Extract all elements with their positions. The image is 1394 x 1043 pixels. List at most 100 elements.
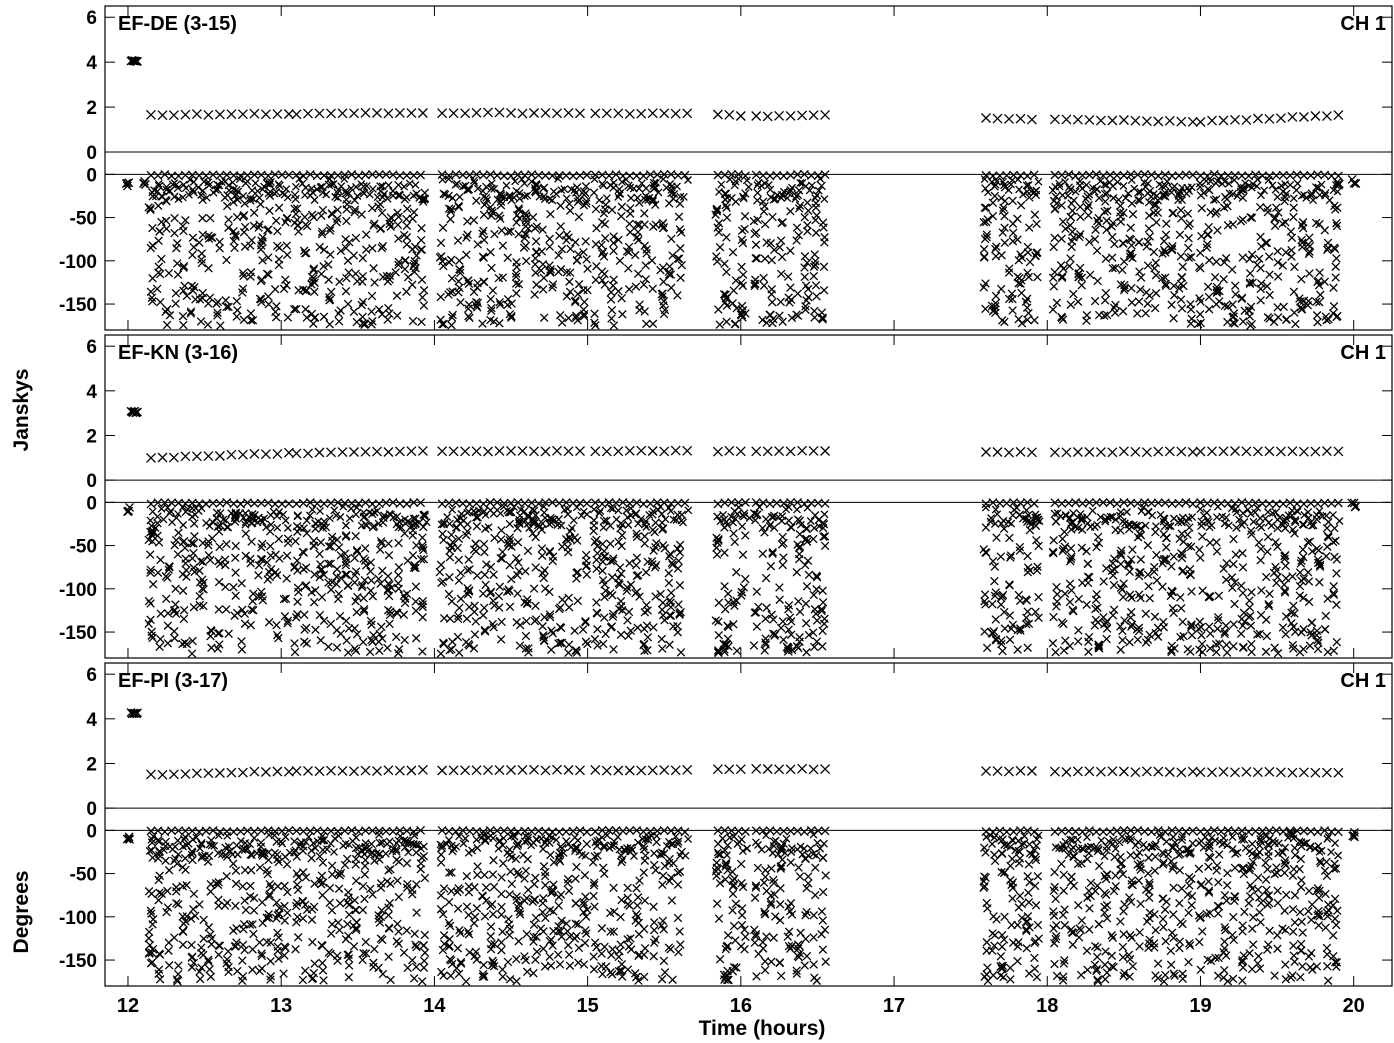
phase-point — [1144, 211, 1154, 220]
phase-point — [507, 195, 516, 205]
phase-point — [420, 195, 429, 204]
phase-point — [470, 178, 479, 187]
phase-point — [674, 212, 684, 221]
phase-point — [992, 242, 1001, 251]
phase-point — [728, 298, 737, 308]
amplitude-point — [506, 446, 516, 456]
phase-point — [1049, 282, 1059, 291]
phase-point — [463, 185, 472, 195]
phase-point — [714, 219, 724, 228]
phase-point — [482, 182, 491, 192]
phase-point — [165, 508, 175, 518]
phase-point — [1264, 499, 1274, 509]
phase-point — [539, 191, 549, 201]
phase-point — [513, 867, 522, 877]
phase-point — [1313, 317, 1322, 327]
phase-point — [479, 603, 489, 613]
phase-point — [793, 505, 801, 514]
phase-point — [335, 925, 344, 935]
amplitude-point — [1141, 447, 1152, 458]
amplitude-point — [494, 445, 505, 456]
phase-point — [548, 280, 558, 289]
phase-point — [557, 318, 567, 327]
phase-point — [1289, 194, 1298, 203]
phase-point — [563, 940, 573, 950]
phase-point — [1298, 218, 1308, 227]
phase-point — [469, 176, 478, 185]
phase-point — [658, 263, 668, 272]
amplitude-point — [751, 111, 762, 121]
phase-point — [1332, 600, 1341, 610]
phase-point — [403, 963, 412, 973]
phase-point — [712, 207, 722, 216]
phase-point — [1230, 319, 1239, 328]
amplitude-point — [483, 765, 493, 776]
phase-point — [1142, 242, 1151, 251]
phase-point — [640, 307, 649, 316]
amplitude-point — [797, 110, 808, 121]
phase-point — [248, 945, 257, 954]
phase-point — [204, 180, 214, 190]
phase-point — [453, 543, 462, 553]
amplitude-point — [1275, 113, 1286, 124]
phase-point — [240, 619, 250, 628]
phase-point — [1008, 306, 1017, 315]
phase-point — [664, 578, 674, 588]
phase-point — [1204, 592, 1214, 601]
phase-point — [1228, 220, 1238, 229]
phase-point — [714, 305, 723, 314]
phase-point — [1195, 545, 1204, 555]
phase-point — [291, 537, 300, 546]
phase-point — [283, 534, 293, 543]
phase-point — [720, 548, 729, 557]
phase-point — [408, 316, 418, 326]
phase-point — [194, 499, 204, 509]
phase-point — [489, 317, 499, 326]
phase-point — [241, 179, 250, 188]
phase-point — [374, 637, 383, 646]
phase-point — [293, 597, 302, 606]
phase-point — [357, 210, 366, 219]
phase-point — [410, 929, 419, 939]
phase-point — [161, 594, 171, 604]
phase-point — [521, 567, 530, 576]
phase-point — [1287, 245, 1296, 255]
phase-point — [173, 550, 183, 559]
phase-point — [256, 826, 266, 836]
phase-point — [545, 234, 554, 244]
phase-point — [197, 504, 206, 513]
phase-point — [1116, 559, 1126, 569]
phase-point — [231, 591, 240, 600]
phase-point — [609, 275, 618, 284]
phase-point — [498, 241, 508, 250]
phase-point — [504, 227, 513, 237]
phase-point — [190, 532, 199, 541]
phase-point — [639, 171, 648, 181]
amplitude-point — [682, 445, 693, 456]
phase-point — [1084, 170, 1094, 180]
phase-point — [1169, 281, 1179, 291]
baseline-title: EF-PI (3-17) — [118, 670, 228, 692]
phase-point — [738, 550, 748, 560]
amplitude-point — [992, 766, 1003, 777]
phase-point — [213, 311, 222, 320]
phase-point — [479, 210, 489, 220]
phase-point — [324, 642, 333, 652]
phase-point — [1203, 230, 1213, 239]
phase-point — [772, 170, 782, 180]
phase-point — [563, 509, 573, 519]
phase-point — [360, 319, 369, 328]
phase-point — [362, 182, 371, 191]
phase-point — [1088, 506, 1097, 515]
phase-tick-label: 0 — [86, 165, 97, 186]
phase-point — [648, 525, 658, 535]
phase-point — [561, 171, 571, 181]
phase-point — [444, 171, 454, 181]
phase-point — [480, 547, 489, 557]
phase-point — [574, 212, 584, 222]
amplitude-point — [417, 108, 428, 118]
phase-point — [814, 186, 823, 195]
phase-point — [1295, 591, 1305, 600]
phase-point — [1007, 519, 1016, 528]
phase-point — [565, 199, 574, 209]
